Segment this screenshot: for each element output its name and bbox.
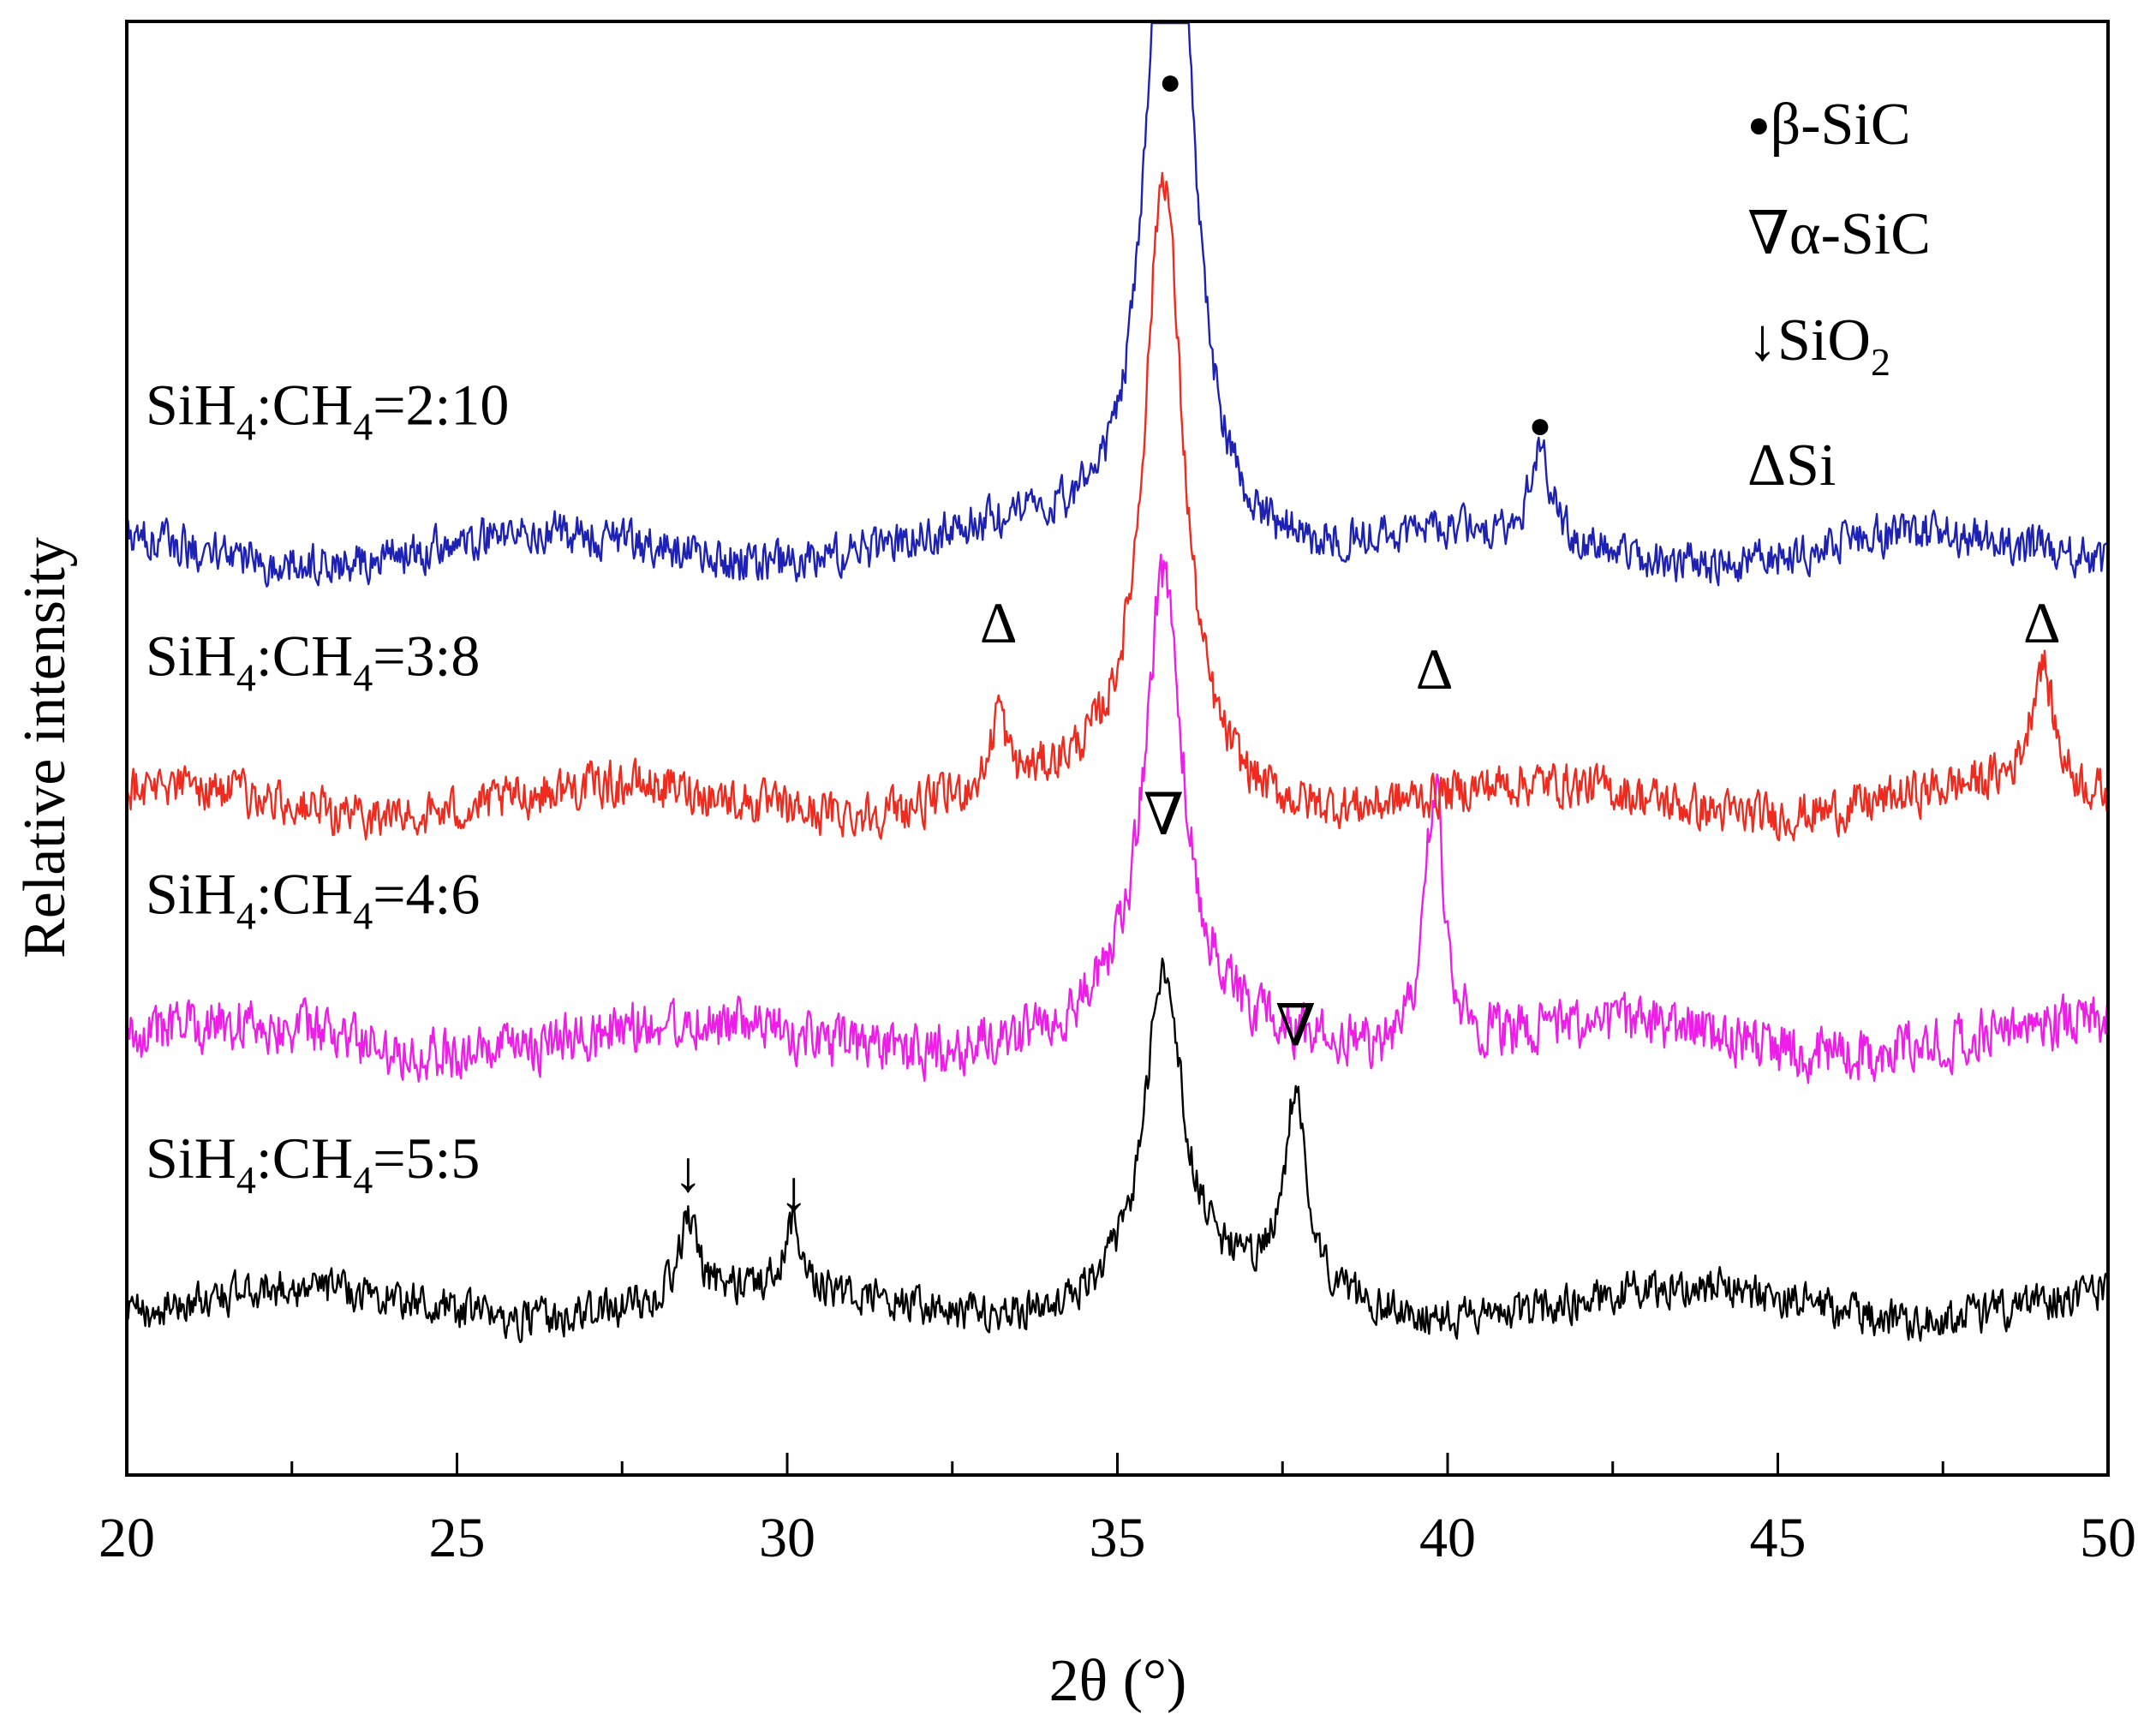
legend-label: α-SiC: [1789, 201, 1931, 267]
x-tick-label: 20: [99, 1507, 155, 1569]
x-tick-label: 50: [2080, 1507, 2136, 1569]
legend-marker: ∇: [1747, 201, 1789, 267]
series-labels: SiH4:CH4=5:5SiH4:CH4=4:6SiH4:CH4=3:8SiH4…: [146, 373, 509, 1202]
x-tick-label: 40: [1419, 1507, 1476, 1569]
series-label-part: :CH: [256, 861, 353, 926]
legend-item: ●β-SiC: [1747, 92, 1911, 158]
peak-marker: ●: [1159, 61, 1182, 103]
series-label-part: =2:10: [373, 373, 509, 438]
x-tick-label: 30: [759, 1507, 815, 1569]
series-label: SiH4:CH4=3:8: [146, 624, 480, 700]
series-label-subscript: 4: [353, 405, 373, 449]
series-label-subscript: 4: [353, 1158, 373, 1202]
marker-layer: ↓ ↓ ∇ ∇ Δ Δ Δ ● ●: [673, 61, 2060, 1224]
series-line: [125, 957, 2110, 1344]
series-label-part: =4:6: [373, 861, 480, 926]
series-label-part: SiH: [146, 624, 236, 689]
peak-marker: ●: [1529, 404, 1552, 446]
legend-marker: ↓: [1747, 308, 1777, 373]
series-line: [125, 553, 2110, 1084]
peak-marker: ↓: [673, 1138, 702, 1203]
series-label-part: :CH: [256, 1126, 353, 1191]
series-label-subscript: 4: [353, 656, 373, 700]
peak-marker: ↓: [779, 1158, 809, 1223]
series-label: SiH4:CH4=5:5: [146, 1126, 480, 1202]
series-layer: [125, 21, 2110, 1344]
peak-marker: ∇: [1144, 782, 1184, 847]
series-label-part: SiH: [146, 373, 236, 438]
x-axis: 20 25 30 35 40 45 50: [99, 1453, 2136, 1569]
series-line: [125, 171, 2110, 842]
peak-marker: Δ: [980, 590, 1018, 655]
series-label-part: SiH: [146, 1126, 236, 1191]
series-label-part: SiH: [146, 861, 236, 926]
legend-label: β-SiC: [1771, 92, 1911, 158]
series-line: [125, 21, 2110, 588]
series-label-part: :CH: [256, 373, 353, 438]
x-tick-label: 45: [1750, 1507, 1807, 1569]
legend-marker: ●: [1747, 104, 1771, 146]
legend-item: ∇α-SiC: [1747, 201, 1931, 267]
legend-marker: Δ: [1747, 433, 1786, 499]
x-tick-label: 35: [1090, 1507, 1146, 1569]
legend-label: Si: [1786, 433, 1836, 499]
peak-marker: ∇: [1275, 994, 1316, 1059]
legend-item: ↓SiO2: [1747, 308, 1890, 384]
peak-marker: Δ: [2023, 590, 2061, 655]
series-label-subscript: 4: [353, 893, 373, 937]
y-axis-label: Relative intensity: [12, 537, 78, 959]
peak-marker: Δ: [1416, 636, 1454, 702]
series-label-subscript: 4: [236, 1158, 256, 1202]
series-label-part: =3:8: [373, 624, 480, 689]
series-label-subscript: 4: [236, 656, 256, 700]
legend-subscript: 2: [1871, 340, 1890, 384]
x-axis-label: 2θ (°): [1049, 1648, 1187, 1714]
series-label-part: :CH: [256, 624, 353, 689]
series-label-subscript: 4: [236, 893, 256, 937]
legend-label: SiO: [1777, 308, 1871, 373]
series-label: SiH4:CH4=4:6: [146, 861, 480, 937]
series-label: SiH4:CH4=2:10: [146, 373, 509, 449]
series-label-part: =5:5: [373, 1126, 480, 1191]
x-tick-label: 25: [429, 1507, 486, 1569]
legend-item: ΔSi: [1747, 433, 1836, 499]
series-label-subscript: 4: [236, 405, 256, 449]
